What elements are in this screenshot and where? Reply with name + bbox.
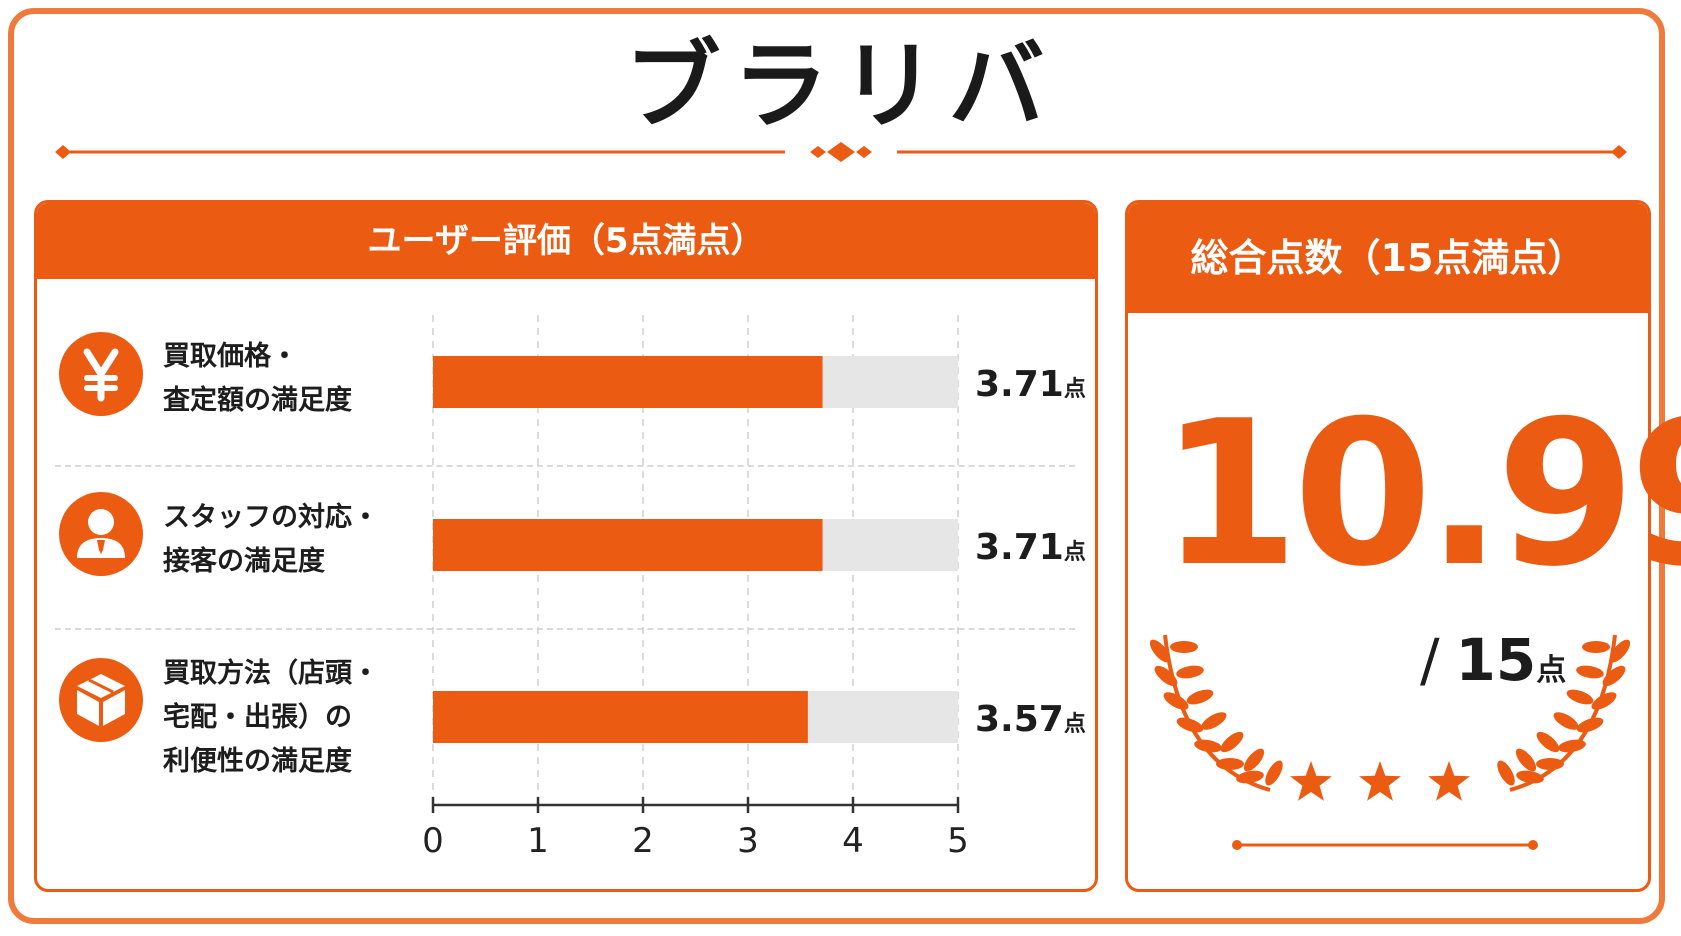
bar-value-unit-1: 点 [1064,539,1086,565]
laurel-leaf-right-outer-4 [1558,739,1586,753]
laurel-leaf-left-inner-5 [1243,748,1265,772]
laurel-leaf-right-inner-1 [1576,665,1604,679]
score-max-value: 15 [1455,626,1537,694]
laurel-leaf-right-inner-4 [1536,731,1560,753]
x-tick-label-5: 5 [947,821,969,861]
person-icon [59,492,143,576]
score-slash: / [1420,626,1440,694]
laurel-leaf-right-outer-3 [1576,717,1604,733]
total-score-header: 総合点数（15点満点） [1128,203,1648,313]
x-tick-label-4: 4 [842,821,864,861]
laurel-leaf-right-inner-5 [1515,748,1537,772]
title-divider [55,142,1627,162]
category-label-method: 買取方法（店頭・ 宅配・出張）の 利便性の満足度 [163,658,379,777]
laurel-leaf-left-inner-6 [1265,760,1283,786]
laurel-leaf-left-inner-2 [1186,689,1214,705]
laurel-leaf-left-inner-0 [1170,641,1198,653]
laurel-leaf-right-outer-2 [1591,692,1617,710]
row-separator [55,628,1075,630]
category-label-staff: スタッフの対応・ 接客の満足度 [163,502,379,577]
x-tick-label-2: 2 [632,821,654,861]
laurel-leaf-left-outer-1 [1154,665,1178,687]
x-tick-label-3: 3 [737,821,759,861]
laurel-leaf-left-inner-1 [1176,665,1204,679]
bar-value-label-0: 3.71点 [975,364,1086,405]
laurel-leaf-left-outer-2 [1163,692,1189,710]
laurel-leaf-right-outer-6 [1516,770,1544,784]
package-icon [59,658,143,742]
yen-icon [59,332,143,416]
bar-value-label-1: 3.71点 [975,527,1086,568]
laurel-leaf-right-inner-2 [1566,689,1594,705]
laurel-leaf-left-outer-5 [1216,758,1244,770]
bottom-rule-dot-left [1232,840,1242,850]
x-tick-label-1: 1 [527,821,549,861]
outer-frame [8,8,1665,924]
laurel-leaf-left-outer-4 [1194,739,1222,753]
category-label-price: 買取価格・ 査定額の満足度 [163,341,352,416]
laurel-leaf-right-inner-3 [1553,712,1579,730]
laurel-leaf-left-inner-3 [1201,712,1227,730]
page-title: ブラリバ [624,30,1057,142]
laurel-leaf-right-inner-6 [1497,760,1515,786]
x-tick-label-0: 0 [422,821,444,861]
bar-0 [433,356,823,408]
laurel-leaf-left-outer-0 [1150,639,1171,663]
bar-value-unit-0: 点 [1064,376,1086,402]
star-icon-2 [1428,761,1470,801]
laurel-leaf-right-outer-0 [1609,639,1630,663]
star-icon-1 [1359,761,1401,801]
laurel-leaf-left-outer-6 [1236,770,1264,784]
total-score-max: /15点 [1420,625,1566,706]
row-separator [55,465,1075,467]
bar-value-unit-2: 点 [1064,711,1086,737]
laurel-leaf-right-outer-1 [1602,665,1626,687]
bar-2 [433,691,808,743]
laurel-leaf-right-outer-5 [1536,758,1564,770]
bar-1 [433,519,823,571]
laurel-leaf-left-inner-4 [1220,731,1244,753]
laurel-wreath-icon [1150,634,1630,850]
total-score-value: 10.99 [1160,378,1681,611]
score-max-unit: 点 [1536,653,1567,688]
user-rating-header: ユーザー評価（5点満点） [37,203,1095,279]
star-icon-0 [1290,761,1332,801]
laurel-leaf-right-inner-0 [1582,641,1610,653]
laurel-leaf-left-outer-3 [1176,717,1204,733]
bottom-rule-dot-right [1528,840,1538,850]
bar-value-label-2: 3.57点 [975,699,1086,740]
